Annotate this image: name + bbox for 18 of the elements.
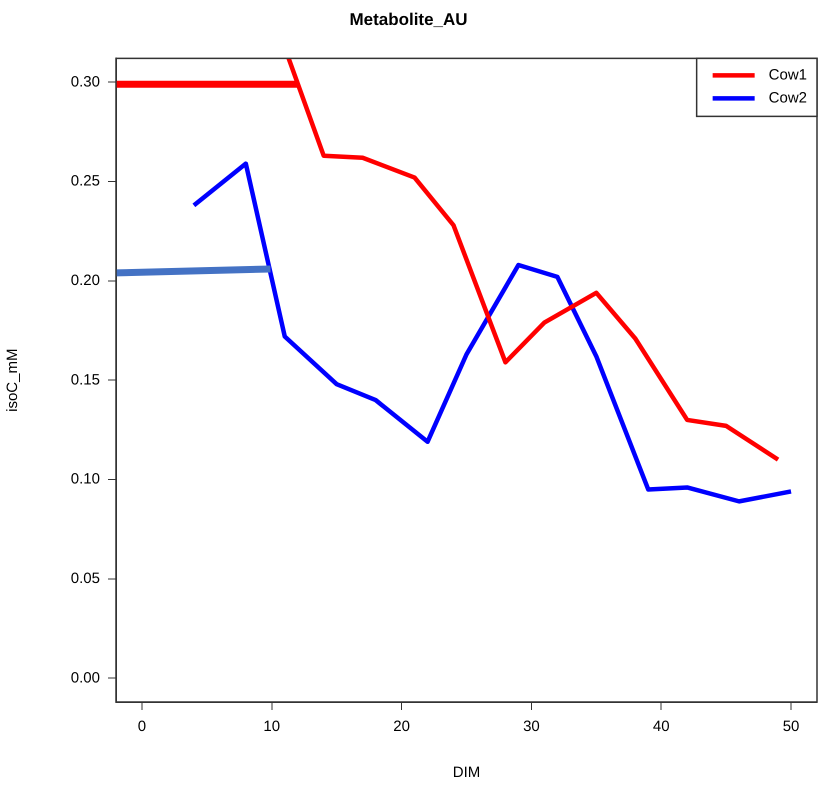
- legend-label: Cow1: [768, 66, 808, 84]
- legend-label: Cow2: [768, 90, 808, 107]
- y-axis-title: isoC_mM: [4, 348, 22, 412]
- x-tick-label: 20: [393, 718, 410, 736]
- y-tick-label: 0.05: [70, 570, 100, 587]
- x-tick-label: 0: [138, 718, 146, 736]
- x-tick-label: 40: [652, 718, 670, 736]
- y-tick-label: 0.10: [70, 470, 100, 488]
- chart-title: Metabolite_AU: [349, 10, 468, 29]
- x-axis-title: DIM: [452, 764, 480, 782]
- x-tick-label: 30: [523, 718, 540, 736]
- y-tick-label: 0.15: [70, 371, 100, 388]
- y-tick-label: 0.30: [70, 73, 100, 90]
- x-tick-label: 10: [263, 718, 280, 736]
- y-tick-label: 0.20: [70, 272, 100, 290]
- y-tick-label: 0.25: [70, 172, 100, 190]
- x-tick-label: 50: [782, 718, 800, 736]
- y-tick-label: 0.00: [70, 669, 100, 686]
